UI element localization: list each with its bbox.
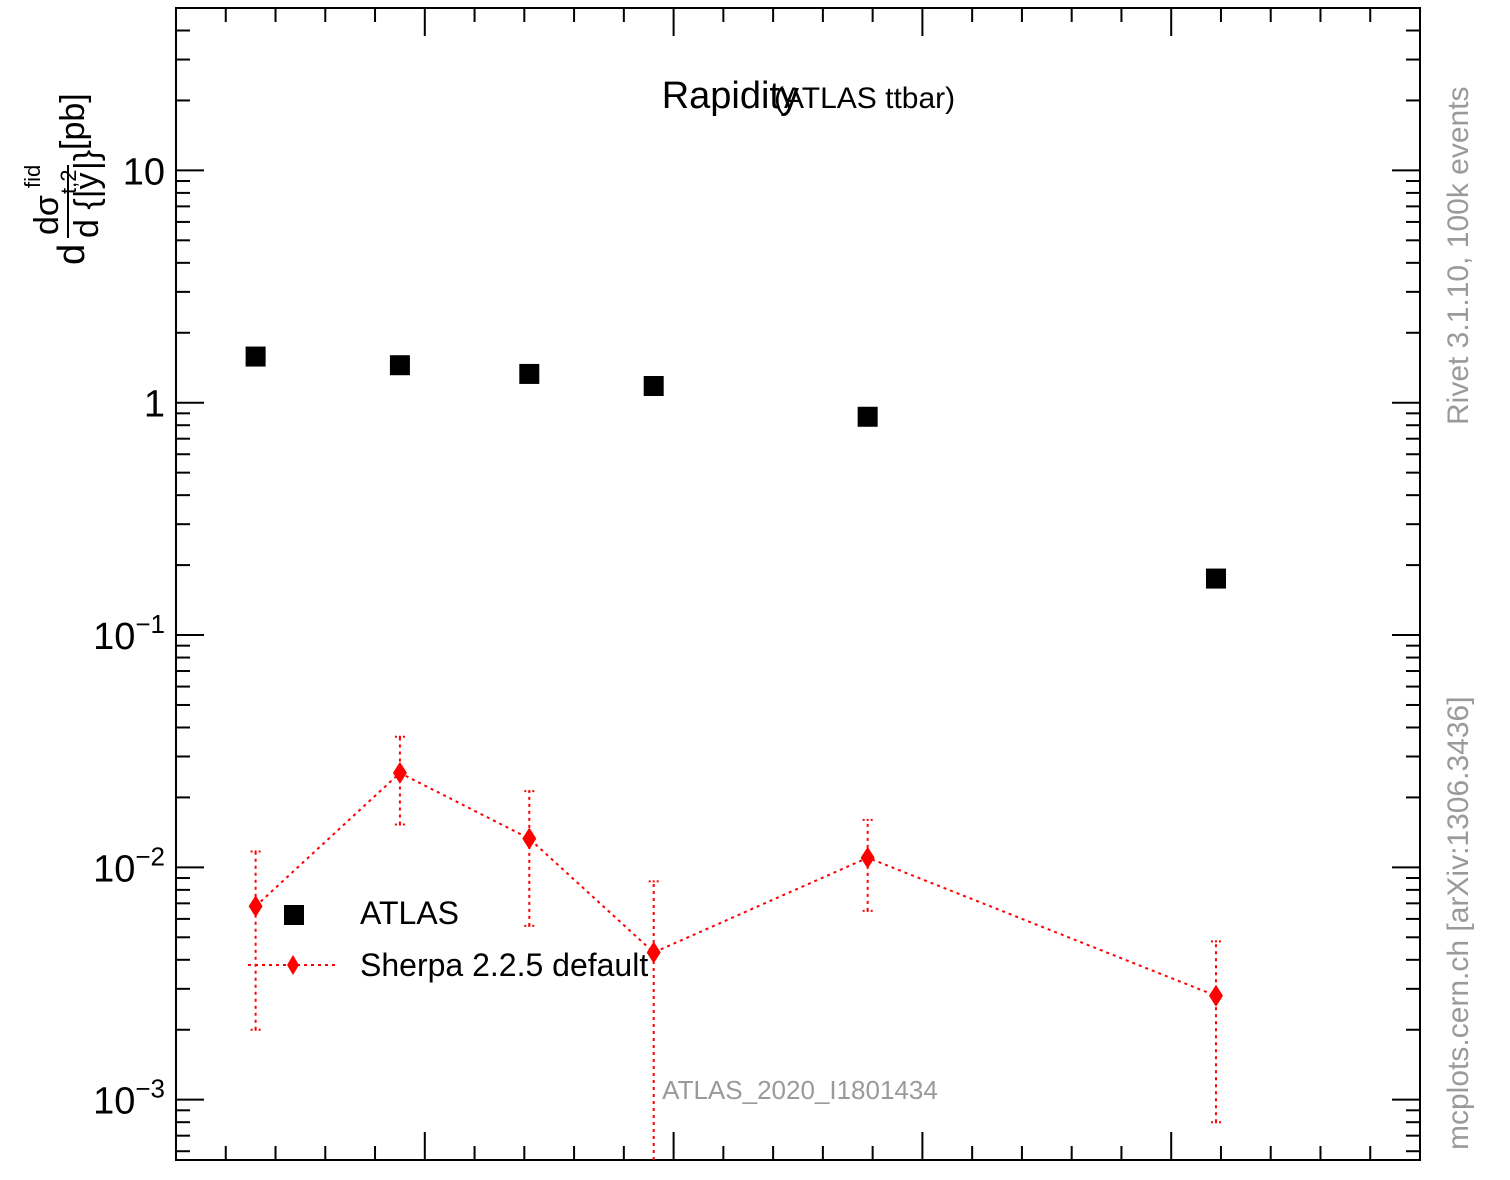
atlas-point <box>245 346 266 367</box>
atlas-point <box>519 363 540 384</box>
atlas-point <box>1205 568 1226 589</box>
y-tick-labels: 10 1 10−1 10−2 10−3 <box>93 151 165 1122</box>
atlas-point <box>643 376 664 397</box>
y-tick-label: 10−3 <box>93 1074 165 1123</box>
chart-title: Rapidity <box>662 75 799 117</box>
series-atlas <box>245 346 1226 589</box>
rivet-info-label: Rivet 3.1.10, 100k events <box>1442 86 1475 425</box>
watermark: ATLAS_2020_I1801434 <box>662 1075 938 1105</box>
series-sherpa <box>248 735 1223 1160</box>
legend-atlas-marker <box>284 905 304 925</box>
plot-frame <box>175 7 1421 1161</box>
data-series <box>245 346 1226 1160</box>
sherpa-point <box>392 761 407 784</box>
y-tick-label: 10−1 <box>93 609 165 658</box>
sherpa-point <box>646 941 661 964</box>
y-axis-label-denominator: d {|y <box>68 172 106 238</box>
plot-border <box>175 7 1421 1161</box>
y-axis-label-numerator: dσ <box>28 195 66 235</box>
y-axis-label-denominator-sup: t,2 <box>56 170 81 194</box>
legend-sherpa-label: Sherpa 2.2.5 default <box>360 947 648 983</box>
sherpa-point <box>248 895 263 918</box>
legend-atlas-label: ATLAS <box>360 895 459 931</box>
y-axis-label-unit: [pb] <box>54 93 92 150</box>
sherpa-point <box>860 846 875 869</box>
axis-ticks <box>175 7 1421 1160</box>
y-axis-label-numerator-sup: fid <box>20 165 45 188</box>
legend-sherpa-marker <box>287 955 299 975</box>
chart-subtitle: (ATLAS ttbar) <box>774 82 955 115</box>
sherpa-line <box>254 771 1217 997</box>
atlas-point <box>389 355 410 376</box>
atlas-point <box>857 406 878 427</box>
y-tick-label: 1 <box>144 384 165 426</box>
y-axis-label: d dσ fid d {|y t,2 |} [pb] <box>20 93 106 265</box>
y-axis-label-d: d <box>51 244 93 265</box>
sherpa-point <box>522 827 537 850</box>
y-tick-label: 10 <box>123 151 165 193</box>
sherpa-point <box>1208 984 1223 1007</box>
legend: ATLAS Sherpa 2.2.5 default <box>248 895 648 983</box>
y-tick-label: 10−2 <box>93 841 165 890</box>
y-axis-label-denominator-close: |} <box>68 150 106 170</box>
mcplots-source-label: mcplots.cern.ch [arXiv:1306.3436] <box>1442 696 1475 1150</box>
